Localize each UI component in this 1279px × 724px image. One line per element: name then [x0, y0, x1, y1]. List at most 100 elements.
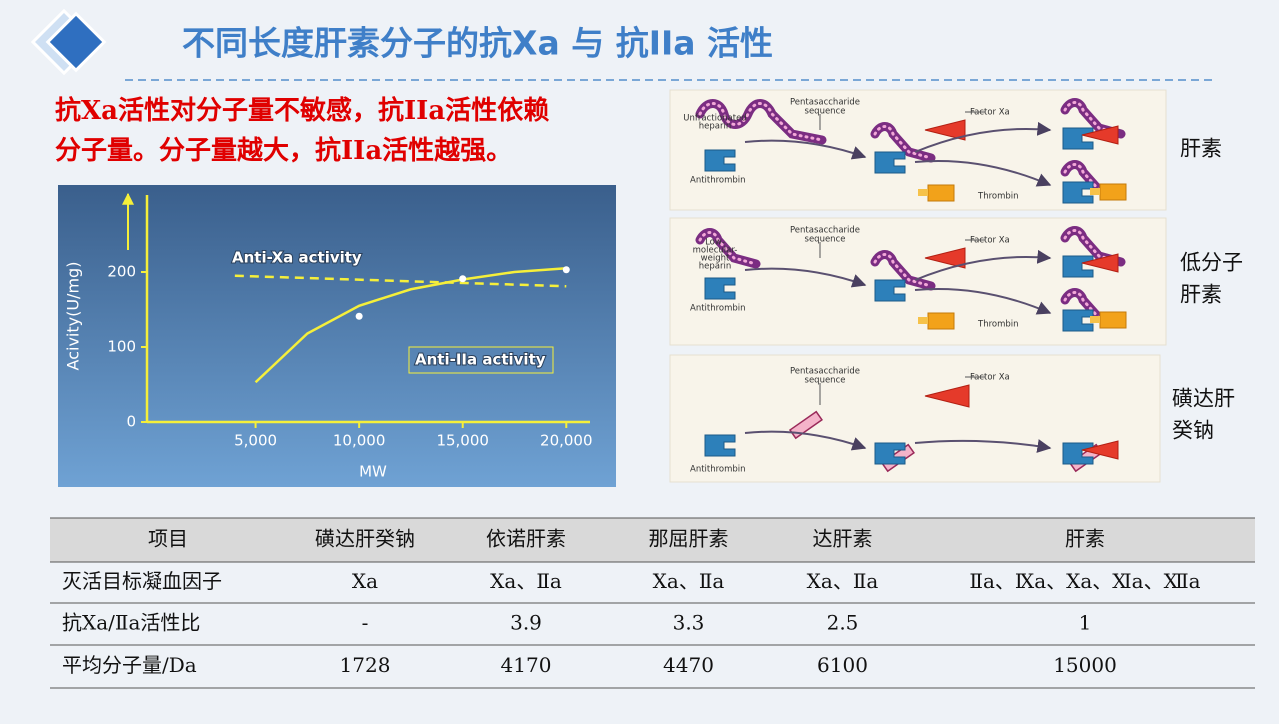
- arrow: [914, 439, 1052, 453]
- diagram-caption: 肝素: [1180, 137, 1222, 161]
- antithrombin: [1062, 127, 1094, 150]
- antithrombin: [1062, 181, 1094, 204]
- table-cell: 肝素: [1065, 527, 1105, 551]
- group: [1060, 226, 1126, 267]
- pentasaccharide: [788, 410, 823, 440]
- group: [1060, 160, 1126, 201]
- antithrombin: [704, 149, 736, 172]
- y-tick-label: 100: [107, 338, 136, 356]
- table-cell: 6100: [817, 653, 868, 677]
- table-cell: 1728: [340, 653, 391, 677]
- factor-xa: [1081, 125, 1119, 145]
- diagram-label: Factor Xa: [970, 108, 1010, 118]
- antithrombin: [704, 434, 736, 457]
- antithrombin: [1062, 442, 1094, 465]
- group: [1060, 98, 1126, 139]
- series-label: Anti-IIa activity: [415, 351, 546, 369]
- table-cell: 磺达肝癸钠: [315, 527, 415, 551]
- table-cell: 4170: [501, 653, 552, 677]
- y-tick-label: 0: [126, 413, 136, 431]
- note-line: 分子量。分子量越大，抗IIa活性越强。: [55, 135, 512, 166]
- diagram-label: sequence: [805, 235, 846, 245]
- title: 不同长度肝素分子的抗Xa 与 抗IIa 活性: [182, 24, 773, 63]
- thrombin: [918, 317, 928, 324]
- table-cell: Ⅱa、Ⅸa、Ⅹa、Ⅺa、Ⅻa: [969, 569, 1200, 593]
- chart-background: [58, 185, 616, 487]
- factor-xa: [1081, 253, 1119, 273]
- thrombin: [1090, 188, 1100, 195]
- arrow: [744, 139, 867, 160]
- diagram-label: Antithrombin: [690, 304, 746, 314]
- table-cell: Ⅹa: [352, 569, 378, 593]
- heparin-chain-beads: [873, 125, 933, 160]
- diagram-label: Antithrombin: [690, 465, 746, 475]
- note-line: 抗Xa活性对分子量不敏感，抗IIa活性依赖: [55, 95, 549, 126]
- thrombin: [1090, 316, 1100, 323]
- table-cell: 3.3: [673, 611, 705, 635]
- diagram-label: heparin: [699, 262, 731, 272]
- diagram-label: Low-: [705, 238, 725, 248]
- arrow: [914, 121, 1052, 153]
- diagram-caption: 肝素: [1180, 283, 1222, 307]
- diagram-label: Pentasaccharide: [790, 226, 860, 236]
- table-cell: 平均分子量/Da: [62, 653, 197, 677]
- heparin-chain-beads: [698, 231, 758, 266]
- group: [870, 250, 936, 291]
- factor-xa: [1081, 440, 1119, 460]
- heparin-chain-beads: [1063, 101, 1123, 136]
- diagram-label: Pentasaccharide: [790, 367, 860, 377]
- factor-xa: [924, 384, 970, 408]
- table-cell: 4470: [663, 653, 714, 677]
- thrombin: [927, 312, 955, 330]
- x-tick-label: 15,000: [436, 432, 489, 450]
- diagram-label: molecular-: [693, 246, 738, 256]
- arrow: [914, 287, 1052, 315]
- table-cell: 依诺肝素: [486, 527, 566, 551]
- table-header-bg: [50, 518, 1255, 562]
- group: [870, 122, 936, 163]
- data-point: [562, 266, 570, 274]
- diagram-label: Factor Xa: [970, 236, 1010, 246]
- thrombin: [918, 189, 928, 196]
- table-cell: 抗Ⅹa/Ⅱa活性比: [62, 611, 200, 635]
- data-point: [355, 312, 363, 320]
- heparin-chain-beads: [1063, 229, 1123, 264]
- table-cell: Ⅹa、Ⅱa: [653, 569, 725, 593]
- antithrombin: [874, 442, 906, 465]
- arrow: [914, 159, 1052, 187]
- table-cell: 那屈肝素: [649, 527, 729, 551]
- group: [695, 99, 827, 145]
- table-cell: 项目: [148, 527, 188, 551]
- table-cell: Ⅹa、Ⅱa: [807, 569, 879, 593]
- antithrombin: [1062, 255, 1094, 278]
- heparin-chain-beads: [1063, 291, 1123, 326]
- heparin-chain-beads: [1063, 163, 1123, 198]
- y-axis-label: Acivity(U/mg): [64, 262, 83, 371]
- logo: [30, 8, 107, 76]
- data-point: [459, 275, 467, 283]
- y-tick-label: 200: [107, 263, 136, 281]
- factor-xa: [924, 247, 966, 269]
- table-cell: 达肝素: [813, 527, 873, 551]
- series-line: [254, 267, 567, 384]
- group: [788, 410, 823, 440]
- x-axis-label: MW: [359, 463, 387, 481]
- table-cell: 3.9: [510, 611, 542, 635]
- series-label: Anti-Xa activity: [232, 249, 362, 267]
- thrombin: [1099, 183, 1127, 201]
- thrombin: [1099, 311, 1127, 329]
- diagram-caption: 低分子: [1180, 251, 1243, 275]
- group: [1060, 288, 1126, 329]
- heparin-chain-beads: [698, 102, 824, 142]
- diagram-label: weight: [701, 254, 730, 264]
- diagram-label: Unfractionated: [683, 114, 746, 124]
- diagram-caption: 癸钠: [1172, 419, 1214, 443]
- antithrombin: [874, 279, 906, 302]
- diagram-label: Factor Xa: [970, 373, 1010, 383]
- x-tick-label: 20,000: [540, 432, 593, 450]
- diagram-label: Thrombin: [977, 320, 1019, 330]
